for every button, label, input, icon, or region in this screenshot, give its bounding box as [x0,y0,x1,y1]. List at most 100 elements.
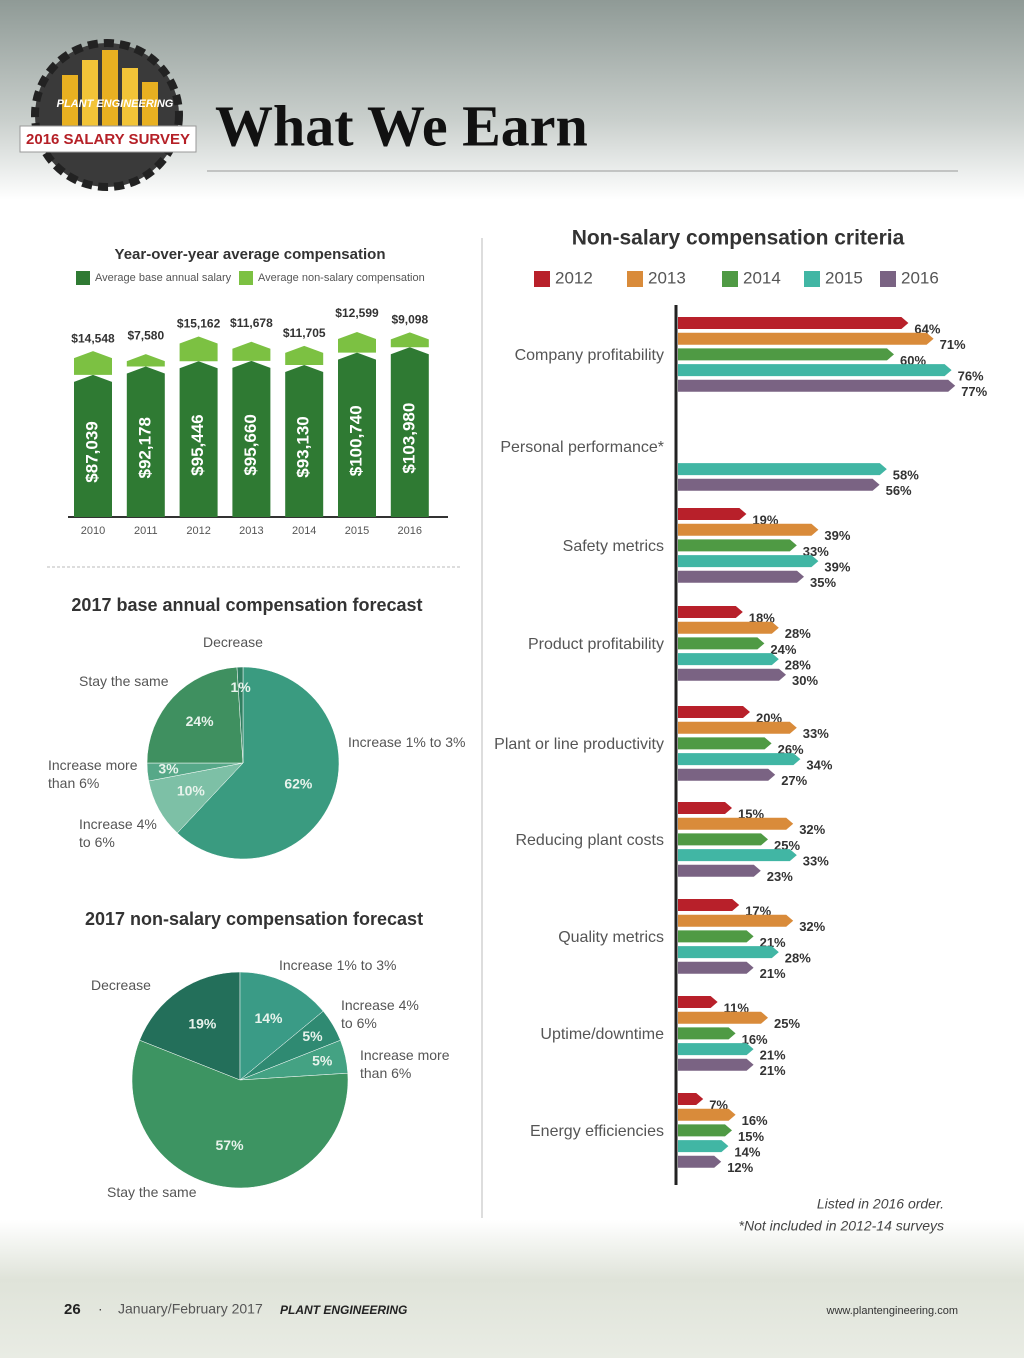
bar-value-label: $95,660 [241,414,260,475]
bar [678,1027,736,1040]
bar-value-label: 71% [940,337,966,352]
x-tick-label: 2015 [345,525,369,537]
slice-category-label: Increase 1% to 3% [279,957,397,973]
bar [678,1011,768,1024]
bar-value-label: $14,548 [71,331,115,345]
footer-magazine: PLANT ENGINEERING [280,1303,407,1317]
bar-value-label: 33% [803,544,829,559]
bar-segment [390,332,429,348]
legend-swatch [804,271,820,287]
slice-value-label: 62% [284,776,313,792]
logo-brand: PLANT ENGINEERING [57,98,174,110]
y-tick-label: Reducing plant costs [515,832,664,849]
x-tick-label: 2010 [81,525,105,537]
bar [678,930,754,943]
bar-value-label: 17% [745,903,771,918]
pie-slice [139,971,241,1081]
bar-value-label: 25% [774,1016,800,1031]
bar-segment [126,354,165,367]
slice-value-label: 5% [302,1028,323,1044]
x-tick-label: 2014 [292,525,316,537]
bar-value-label: $103,980 [399,403,418,474]
bar [678,478,880,491]
bar [678,364,952,377]
bar [678,606,743,618]
bar-value-label: 14% [734,1145,760,1160]
slice-category-label: Increase more than 6% [360,1047,450,1081]
slice-value-label: 57% [216,1137,245,1153]
bar [678,539,797,552]
y-tick-label: Company profitability [515,347,664,364]
bar-value-label: 76% [958,369,984,384]
bar [678,1058,754,1071]
bar-value-label: 16% [742,1032,768,1047]
legend-label: 2016 [901,268,939,287]
slice-category-label: Increase 1% to 3% [348,734,466,750]
bar-value-label: 18% [749,610,775,625]
legend-label: 2013 [648,268,686,287]
bar-value-label: 20% [756,710,782,725]
bar-value-label: 33% [803,854,829,869]
bar [678,802,732,814]
bar [678,706,750,718]
bar-value-label: 56% [886,483,912,498]
bar-value-label: 21% [760,1048,786,1063]
slice-category-label: Stay the same [107,1184,197,1200]
bar [678,946,779,959]
logo-bar [102,50,118,130]
slice-category-label: Increase more than 6% [48,757,138,791]
bar [678,721,797,734]
bar-value-label: 19% [752,512,778,527]
legend-swatch [239,271,253,285]
bar-value-label: 11% [724,1000,750,1015]
bar-value-label: 15% [738,806,764,821]
legend-label: Average base annual salary [95,272,232,284]
chart-title: Non-salary compensation criteria [572,227,905,250]
slice-category-label: Decrease [203,634,263,650]
logo-bar [142,82,158,130]
legend-swatch [534,271,550,287]
slice-value-label: 24% [186,713,215,729]
legend-swatch [722,271,738,287]
bar [678,1140,729,1153]
bar-segment [390,347,429,517]
slice-value-label: 10% [177,782,206,798]
chart-title: 2017 non-salary compensation forecast [85,909,423,929]
footer-url: www.plantengineering.com [826,1305,958,1317]
legend-swatch [880,271,896,287]
legend-label: 2014 [743,268,781,287]
bar-value-label: 23% [767,869,793,884]
bar [678,668,786,681]
bar-segment [338,332,376,353]
bar-value-label: $92,178 [135,417,154,478]
bar-value-label: $100,740 [346,405,365,476]
bar-value-label: 7% [709,1097,728,1112]
x-tick-label: 2013 [239,525,263,537]
pie-slice [236,666,244,764]
y-tick-label: Plant or line productivity [494,736,664,753]
bar [678,332,934,345]
bar [678,1155,722,1168]
bar [678,508,747,520]
footnote: Listed in 2016 order. [817,1196,944,1212]
bar [678,653,779,666]
page-number: 26 [64,1301,81,1318]
bar-value-label: $9,098 [391,313,428,327]
bar-value-label: 35% [810,575,836,590]
bar-value-label: 25% [774,838,800,853]
bar-value-label: 34% [806,758,832,773]
bar-segment [285,345,324,365]
bar-segment [74,351,112,375]
bar-segment [338,352,376,517]
logo-band-text: 2016 SALARY SURVEY [26,131,190,148]
bar-value-label: 33% [803,726,829,741]
bar [678,621,779,634]
y-tick-label: Personal performance* [500,439,664,456]
bar [678,753,801,766]
bar-value-label: 16% [742,1113,768,1128]
y-tick-label: Safety metrics [563,538,664,555]
bar [678,379,956,392]
bar-value-label: $12,599 [335,306,379,320]
